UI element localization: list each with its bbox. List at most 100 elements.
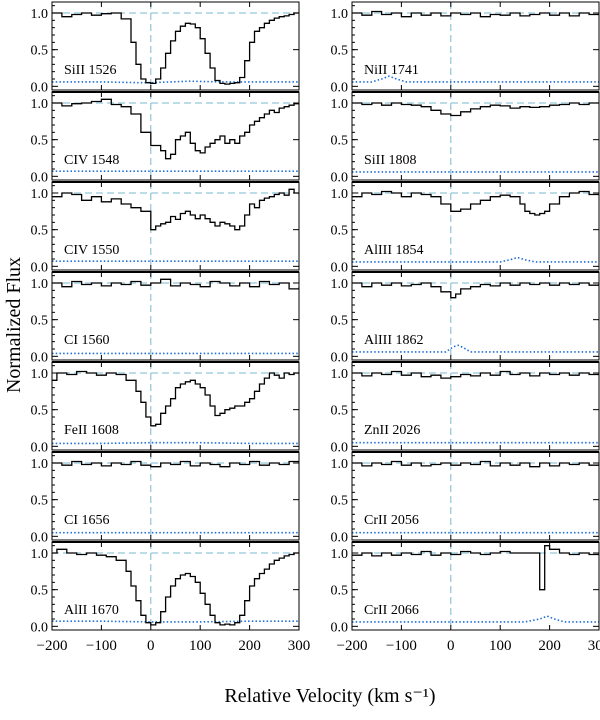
y-tick-label: 0.5 xyxy=(31,224,49,239)
y-tick-label: 1.0 xyxy=(331,7,349,22)
panel-civ-1548: 0.0 0.5 1.0 CIV 1548 xyxy=(31,91,300,185)
y-tick-label: 0.0 xyxy=(31,350,49,365)
y-axis-title: Normalized Flux xyxy=(3,257,25,393)
y-tick-label: 0.5 xyxy=(31,584,49,599)
error-series xyxy=(352,344,599,353)
x-tick-label: −100 xyxy=(86,638,117,654)
y-tick-label: 0.0 xyxy=(31,170,49,185)
y-tick-label: 0.0 xyxy=(331,260,349,275)
panel-frame xyxy=(351,1,600,91)
y-tick-label: 0.5 xyxy=(331,494,349,509)
y-tick-label: 1.0 xyxy=(331,367,349,382)
x-tick-label: −100 xyxy=(386,638,417,654)
y-tick-label: 0.0 xyxy=(331,620,349,635)
x-tick-label: 100 xyxy=(189,638,212,654)
y-tick-label: 1.0 xyxy=(31,7,49,22)
y-tick-label: 0.0 xyxy=(31,80,49,95)
y-tick-label: 0.5 xyxy=(331,584,349,599)
y-tick-label: 1.0 xyxy=(31,547,49,562)
y-tick-label: 0.5 xyxy=(31,44,49,59)
panel-niii-1741: 0.0 0.5 1.0 NiII 1741 xyxy=(331,1,600,95)
y-tick-label: 1.0 xyxy=(331,187,349,202)
y-tick-label: 0.0 xyxy=(331,170,349,185)
panel-label-siii-1526: SiII 1526 xyxy=(64,63,117,78)
panel-label-alii-1670: AlII 1670 xyxy=(64,603,119,618)
y-tick-label: 1.0 xyxy=(31,367,49,382)
x-tick-label: 0 xyxy=(147,638,155,654)
error-series xyxy=(52,80,299,84)
panel-aliii-1854: 0.0 0.5 1.0 AlIII 1854 xyxy=(331,181,600,275)
axis-titles: Normalized Flux Relative Velocity (km s⁻… xyxy=(3,257,436,707)
y-tick-label: 0.5 xyxy=(31,134,49,149)
y-tick-label: 1.0 xyxy=(331,457,349,472)
panel-frame xyxy=(51,1,300,91)
flux-series xyxy=(52,188,299,231)
panel-civ-1550: 0.0 0.5 1.0 CIV 1550 xyxy=(31,181,300,275)
y-tick-label: 0.0 xyxy=(331,80,349,95)
panel-label-civ-1548: CIV 1548 xyxy=(64,153,119,168)
x-axis-title: Relative Velocity (km s⁻¹) xyxy=(224,685,435,707)
y-tick-label: 0.5 xyxy=(331,404,349,419)
flux-series xyxy=(352,460,599,468)
flux-series xyxy=(52,98,299,160)
panel-label-znii-2026: ZnII 2026 xyxy=(364,423,420,438)
panel-ci-1560: 0.0 0.5 1.0 CI 1560 xyxy=(31,271,300,365)
error-series xyxy=(52,620,299,623)
x-tick-label: 200 xyxy=(538,638,561,654)
flux-series xyxy=(352,102,599,117)
y-tick-label: 0.5 xyxy=(331,224,349,239)
y-tick-label: 0.0 xyxy=(31,530,49,545)
y-tick-label: 0.5 xyxy=(31,404,49,419)
x-tick-label: 300 xyxy=(588,638,600,654)
y-tick-label: 0.0 xyxy=(331,440,349,455)
panel-label-niii-1741: NiII 1741 xyxy=(364,63,419,78)
y-tick-label: 1.0 xyxy=(331,277,349,292)
panel-aliii-1862: 0.0 0.5 1.0 AlIII 1862 xyxy=(331,271,600,365)
flux-series xyxy=(352,10,599,18)
panel-label-crii-2066: CrII 2066 xyxy=(364,603,419,618)
y-tick-label: 0.0 xyxy=(331,350,349,365)
y-tick-label: 1.0 xyxy=(31,457,49,472)
flux-series xyxy=(352,282,599,299)
error-series xyxy=(352,256,599,263)
y-tick-label: 0.0 xyxy=(331,530,349,545)
x-tick-label: 0 xyxy=(447,638,455,654)
panel-label-siii-1808: SiII 1808 xyxy=(364,153,417,168)
y-tick-label: 0.0 xyxy=(31,260,49,275)
y-tick-label: 0.5 xyxy=(331,314,349,329)
y-tick-label: 0.5 xyxy=(31,314,49,329)
flux-series xyxy=(352,545,599,591)
panel-label-ci-1656: CI 1656 xyxy=(64,513,110,528)
panel-siii-1808: 0.0 0.5 1.0 SiII 1808 xyxy=(331,91,600,185)
x-tick-label: 200 xyxy=(238,638,261,654)
y-tick-label: 1.0 xyxy=(331,547,349,562)
panel-alii-1670: 0.0 0.5 1.0 AlII 1670 −200 −100 0 100 200 300 xyxy=(31,541,311,654)
panel-label-crii-2056: CrII 2056 xyxy=(364,513,419,528)
y-tick-label: 0.5 xyxy=(31,494,49,509)
x-tick-label: 300 xyxy=(288,638,311,654)
panel-crii-2056: 0.0 0.5 1.0 CrII 2056 xyxy=(331,451,600,545)
y-tick-label: 1.0 xyxy=(31,277,49,292)
x-tick-label: 100 xyxy=(489,638,512,654)
flux-series xyxy=(352,190,599,216)
y-tick-label: 0.5 xyxy=(331,44,349,59)
y-tick-label: 1.0 xyxy=(331,97,349,112)
panel-label-aliii-1862: AlIII 1862 xyxy=(364,333,424,348)
y-tick-label: 0.0 xyxy=(31,440,49,455)
panel-siii-1526: 0.0 0.5 1.0 SiII 1526 xyxy=(31,1,300,95)
y-tick-label: 1.0 xyxy=(31,97,49,112)
y-tick-label: 0.0 xyxy=(31,620,49,635)
y-tick-label: 0.5 xyxy=(331,134,349,149)
panel-label-feii-1608: FeII 1608 xyxy=(64,423,119,438)
x-tick-label: −200 xyxy=(337,638,368,654)
panel-label-ci-1560: CI 1560 xyxy=(64,333,110,348)
flux-series xyxy=(52,370,299,427)
error-series xyxy=(52,441,299,445)
panel-label-aliii-1854: AlIII 1854 xyxy=(364,243,424,258)
flux-series xyxy=(352,370,599,379)
x-tick-label: −200 xyxy=(37,638,68,654)
panel-label-civ-1550: CIV 1550 xyxy=(64,243,119,258)
flux-series xyxy=(52,12,299,85)
